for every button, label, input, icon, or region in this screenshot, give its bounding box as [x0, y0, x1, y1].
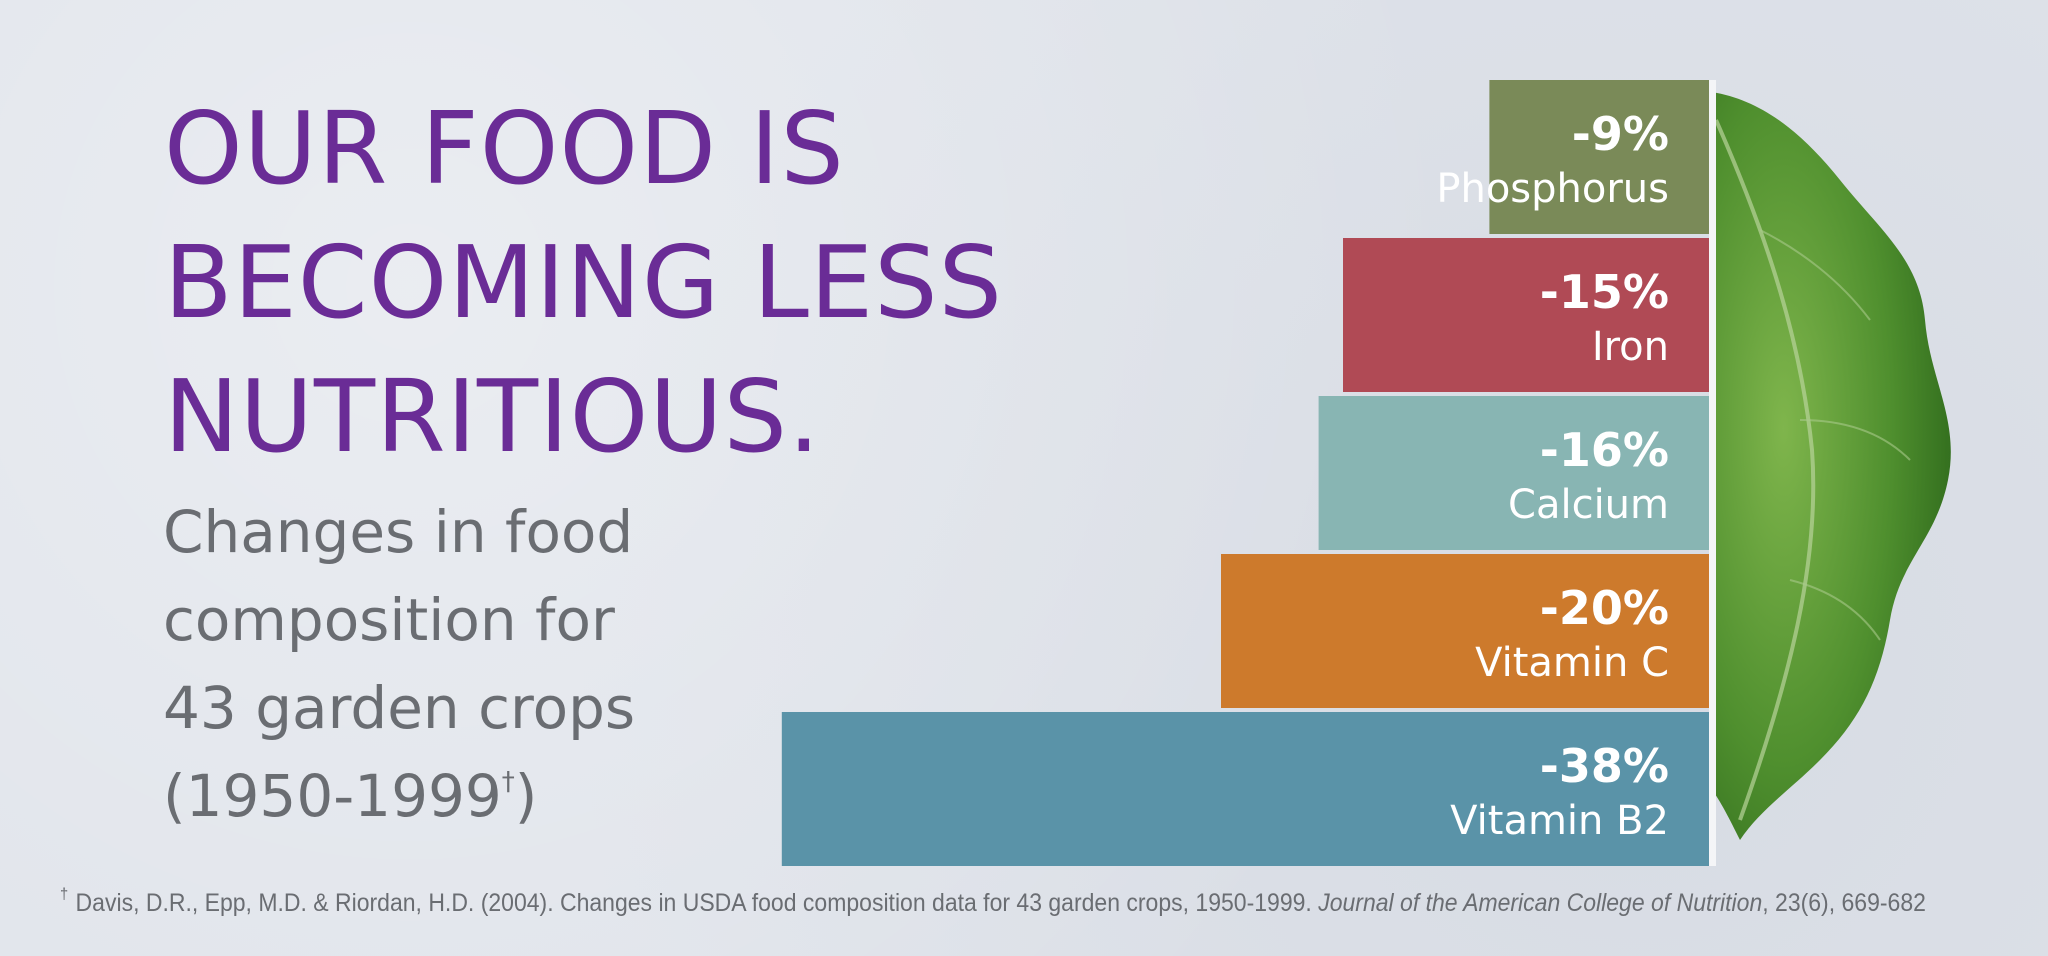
bar-category-label-vitamin-c: Vitamin C — [1475, 640, 1669, 686]
bar-vitamin-c — [1221, 554, 1709, 708]
bar-phosphorus — [1489, 80, 1709, 234]
footnote-journal: Journal of the American College of Nutri… — [1318, 889, 1763, 917]
headline-line-2: BECOMING LESS — [164, 224, 1004, 341]
kale-leaf-image — [1712, 92, 1951, 840]
headline-line-3: NUTRITIOUS. — [164, 358, 821, 475]
bar-category-label-calcium: Calcium — [1508, 482, 1669, 528]
subtitle-line-3: 43 garden crops — [163, 674, 636, 742]
subtitle-line-2: composition for — [163, 586, 615, 654]
bar-category-label-iron: Iron — [1592, 324, 1669, 370]
subtitle-years: (1950-1999 — [163, 762, 502, 830]
subtitle-dagger: † — [501, 767, 515, 797]
bar-category-label-phosphorus: Phosphorus — [1436, 166, 1669, 212]
footnote-text: Davis, D.R., Epp, M.D. & Riordan, H.D. (… — [75, 889, 1312, 917]
bar-value-label-vitamin-b2: -38% — [1540, 739, 1669, 793]
subtitle-line-4: (1950-1999†) — [163, 752, 635, 840]
bar-value-label-vitamin-c: -20% — [1540, 581, 1669, 635]
baseline-axis — [1709, 80, 1716, 866]
footnote-citation: † Davis, D.R., Epp, M.D. & Riordan, H.D. … — [60, 886, 1926, 918]
bar-calcium — [1318, 396, 1709, 550]
bar-value-label-calcium: -16% — [1540, 423, 1669, 477]
headline-line-1: OUR FOOD IS — [164, 90, 845, 207]
headline: OUR FOOD IS BECOMING LESS NUTRITIOUS. — [164, 82, 1003, 484]
subtitle: Changes in food composition for 43 garde… — [163, 488, 635, 840]
bar-value-label-phosphorus: -9% — [1572, 107, 1669, 161]
bar-category-label-vitamin-b2: Vitamin B2 — [1450, 798, 1669, 844]
subtitle-paren: ) — [514, 762, 538, 830]
bar-value-label-iron: -15% — [1540, 265, 1669, 319]
footnote-volume: , 23(6), 669-682 — [1762, 889, 1926, 917]
subtitle-line-1: Changes in food — [163, 498, 634, 566]
bar-iron — [1343, 238, 1709, 392]
footnote-dagger: † — [60, 886, 69, 903]
bar-vitamin-b2 — [781, 712, 1709, 866]
